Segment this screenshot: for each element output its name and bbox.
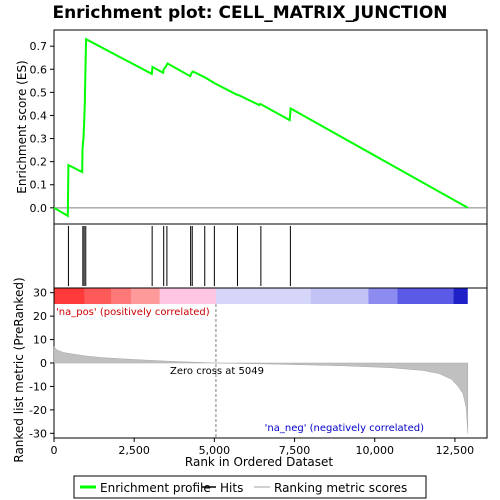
x-tick-label: 7,500	[279, 444, 311, 457]
x-tick-label: 12,500	[436, 444, 475, 457]
metric-y-tick-label: 30	[33, 287, 47, 300]
metric-y-tick-label: -10	[29, 380, 47, 393]
metric-y-tick-label: -30	[29, 427, 47, 440]
color-bar-segment	[310, 288, 369, 304]
metric-y-tick-label: 20	[33, 310, 47, 323]
es-panel-frame	[53, 29, 488, 225]
es-y-tick-label: 0.3	[30, 133, 48, 146]
chart-title: Enrichment plot: CELL_MATRIX_JUNCTION	[52, 3, 447, 23]
x-tick-label: 10,000	[355, 444, 394, 457]
es-y-axis: 0.0 0.1 0.2 0.3 0.4 0.5 0.6 0.7	[30, 40, 54, 215]
legend-label: Ranking metric scores	[274, 481, 407, 495]
metric-y-tick-label: -20	[29, 404, 47, 417]
x-axis-title: Rank in Ordered Dataset	[185, 455, 333, 469]
legend: Enrichment profile Hits Ranking metric sco…	[80, 481, 407, 495]
metric-y-axis: -30 -20 -10 0 10 20 30	[29, 287, 54, 440]
ranking-metric-area	[53, 345, 469, 434]
rank-x-axis: 0 2,500 5,000 7,500 10,000 12,500	[51, 438, 475, 457]
legend-box	[73, 475, 427, 499]
es-y-tick-label: 0.5	[30, 86, 48, 99]
color-bar-segment	[159, 288, 216, 304]
color-bar-segment	[453, 288, 468, 304]
es-y-axis-title: Enrichment score (ES)	[15, 60, 29, 193]
pos-correlated-label: 'na_pos' (positively correlated)	[56, 307, 210, 318]
legend-label: Hits	[220, 481, 243, 495]
es-y-tick-label: 0.7	[30, 40, 48, 53]
x-tick-label: 2,500	[118, 444, 150, 457]
es-y-tick-label: 0.0	[30, 202, 48, 215]
hits-panel-frame	[53, 223, 488, 289]
legend-label: Enrichment profile	[100, 481, 211, 495]
color-bar-segment	[397, 288, 454, 304]
es-y-tick-label: 0.2	[30, 156, 48, 169]
color-bar-segment	[84, 288, 112, 304]
metric-y-tick-label: 0	[40, 357, 47, 370]
zero-cross-label: Zero cross at 5049	[170, 366, 264, 377]
color-bar-segment	[215, 288, 311, 304]
es-y-tick-label: 0.4	[30, 109, 48, 122]
x-tick-label: 5,000	[199, 444, 231, 457]
rank-color-bar	[54, 288, 468, 304]
hits-markers	[67, 226, 291, 286]
enrichment-profile-line	[53, 37, 469, 218]
color-bar-segment	[54, 288, 85, 304]
x-tick-label: 0	[51, 444, 58, 457]
metric-y-tick-label: 10	[33, 334, 47, 347]
color-bar-segment	[130, 288, 160, 304]
neg-correlated-label: 'na_neg' (negatively correlated)	[265, 423, 424, 434]
es-y-tick-label: 0.1	[30, 179, 48, 192]
color-bar-segment	[368, 288, 398, 304]
color-bar-segment	[111, 288, 131, 304]
es-y-tick-label: 0.6	[30, 63, 48, 76]
metric-y-axis-title: Ranked list metric (PreRanked)	[12, 277, 26, 462]
